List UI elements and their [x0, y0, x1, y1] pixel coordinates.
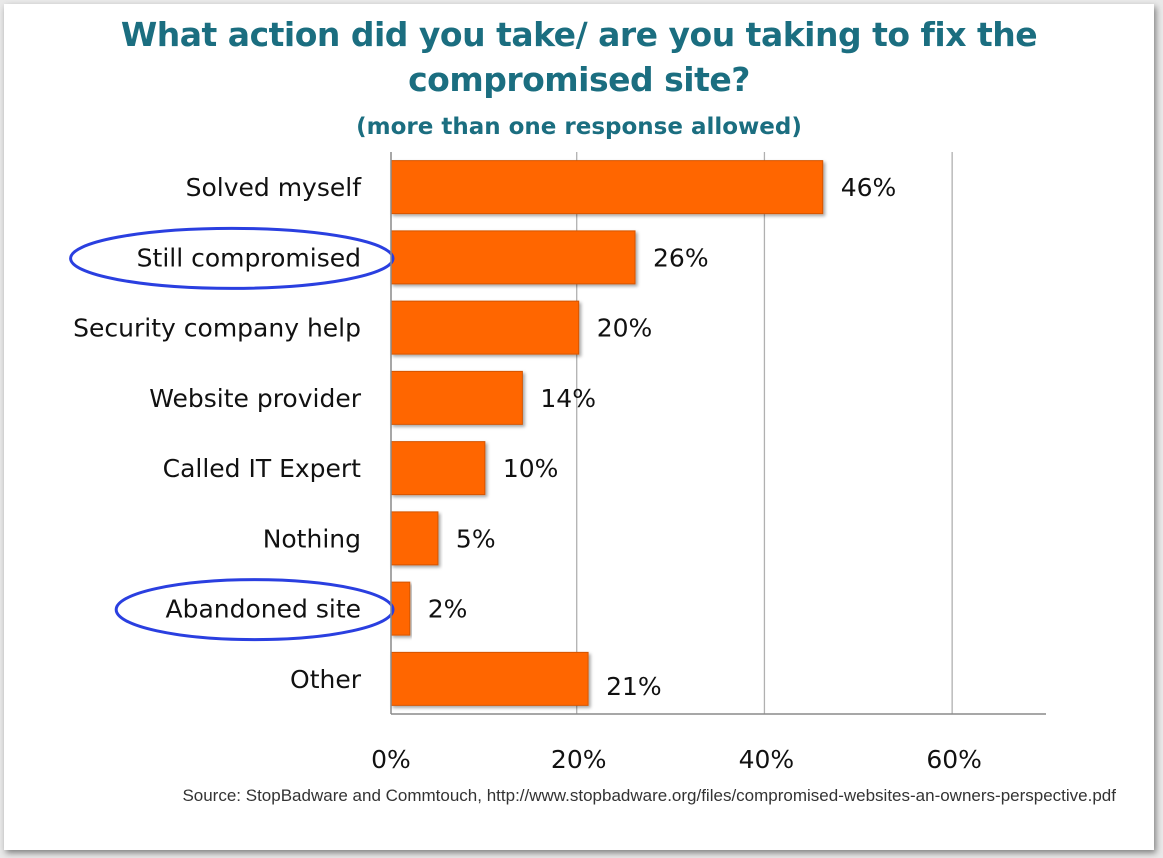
- category-label: Security company help: [73, 314, 361, 343]
- x-tick-label: 0%: [371, 745, 411, 774]
- value-label: 26%: [653, 243, 709, 272]
- bar: [390, 300, 580, 355]
- highlight-ellipse: [114, 578, 395, 642]
- value-label: 14%: [540, 384, 596, 413]
- source-note: Source: StopBadware and Commtouch, http:…: [182, 786, 1116, 805]
- bar: [390, 441, 486, 496]
- value-label: 21%: [606, 672, 662, 701]
- category-label: Nothing: [263, 524, 361, 553]
- highlight-ellipse: [69, 226, 395, 290]
- category-label: Called IT Expert: [163, 454, 362, 483]
- bar-chart: Solved myself 46% Still compromised 26% Secu…: [69, 152, 1046, 774]
- category-label: Solved myself: [186, 173, 363, 202]
- bar: [390, 230, 636, 285]
- x-tick-label: 40%: [739, 745, 795, 774]
- value-label: 5%: [456, 524, 496, 553]
- x-tick-label: 20%: [551, 745, 607, 774]
- chart-subtitle: (more than one response allowed): [356, 114, 802, 140]
- x-tick-label: 60%: [926, 745, 982, 774]
- value-label: 46%: [841, 173, 897, 202]
- category-label: Abandoned site: [166, 595, 362, 624]
- chart-frame: What action did you take/ are you taking…: [4, 4, 1154, 850]
- value-label: 2%: [428, 595, 468, 624]
- bar: [390, 370, 523, 425]
- chart-title: What action did you take/ are you taking…: [120, 15, 1038, 99]
- bar: [390, 651, 589, 706]
- value-label: 10%: [503, 454, 559, 483]
- value-label: 20%: [597, 314, 653, 343]
- category-label: Website provider: [149, 384, 361, 413]
- category-label: Other: [290, 665, 362, 694]
- bar: [390, 511, 439, 566]
- category-label: Still compromised: [137, 243, 361, 272]
- bar: [390, 160, 824, 215]
